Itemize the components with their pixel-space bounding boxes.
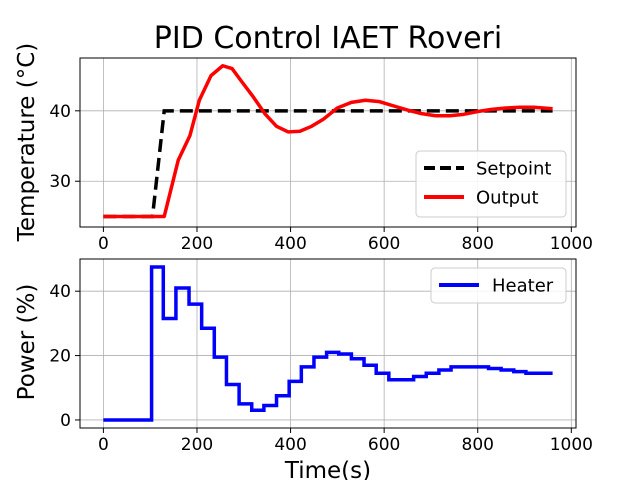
temperature-x-tick-label: 200 — [181, 234, 213, 254]
temperature-y-tick-label: 40 — [49, 102, 71, 122]
temperature-y-tick-label: 30 — [49, 172, 71, 192]
temperature-axis-ticks: 0 200 400 600 800 1000 30 40 — [49, 102, 593, 254]
temperature-x-tick-label: 1000 — [550, 234, 593, 254]
temperature-y-axis-label: Temperature (°C) — [14, 43, 40, 243]
output-legend-label: Output — [476, 188, 539, 209]
power-axes-frame — [79, 258, 577, 429]
chart-title: PID Control IAET Roveri — [154, 21, 502, 56]
temperature-legend[interactable]: Setpoint Output — [415, 150, 567, 218]
temperature-panel: PID Control IAET Roveri Temperature (°C)… — [14, 21, 593, 254]
power-x-tick-label: 600 — [368, 435, 400, 455]
temperature-series — [103, 63, 553, 219]
power-y-axis-label: Power (%) — [14, 284, 40, 401]
power-legend-box — [430, 267, 567, 304]
power-series — [103, 265, 553, 422]
power-y-tick-label: 0 — [60, 411, 71, 431]
heater-line — [103, 265, 553, 422]
temperature-legend-box — [415, 150, 567, 218]
power-axis-ticks: 0 200 400 600 800 1000 0 20 40 — [49, 282, 593, 455]
power-legend[interactable]: Heater — [430, 267, 567, 304]
power-x-tick-label: 200 — [181, 435, 213, 455]
power-x-tick-label: 1000 — [550, 435, 593, 455]
power-x-tick-label: 400 — [274, 435, 306, 455]
power-panel: Power (%) Time(s) 0 200 400 600 800 1000 0 20 40… — [14, 258, 593, 480]
heater-legend-label: Heater — [492, 276, 554, 297]
output-line — [103, 63, 553, 219]
power-x-tick-label: 800 — [462, 435, 494, 455]
time-x-axis-label: Time(s) — [284, 458, 371, 480]
power-x-tick-label: 0 — [98, 435, 109, 455]
temperature-axes-frame — [79, 57, 577, 228]
temperature-x-tick-label: 600 — [368, 234, 400, 254]
power-y-tick-label: 40 — [49, 282, 71, 302]
temperature-x-tick-label: 800 — [462, 234, 494, 254]
setpoint-legend-label: Setpoint — [476, 159, 551, 180]
temperature-x-tick-label: 400 — [274, 234, 306, 254]
power-y-tick-label: 20 — [49, 347, 71, 367]
temperature-x-tick-label: 0 — [98, 234, 109, 254]
